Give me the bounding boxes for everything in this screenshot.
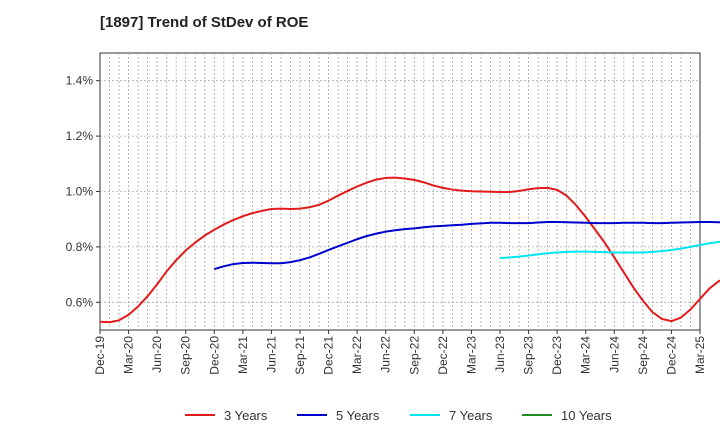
x-tick-label: Dec-21	[322, 336, 336, 375]
x-tick-label: Jun-21	[264, 336, 278, 373]
series-line-7-years	[499, 240, 720, 259]
y-tick-label: 1.2%	[66, 129, 94, 143]
x-tick-label: Mar-22	[350, 336, 364, 374]
x-tick-label: Sep-20	[179, 336, 193, 375]
series-lines	[99, 176, 720, 324]
x-tick-label: Jun-23	[493, 336, 507, 373]
y-tick-label: 0.8%	[66, 240, 94, 254]
legend-label: 3 Years	[224, 408, 268, 423]
series-line-3-years	[99, 176, 720, 324]
x-tick-label: Jun-24	[607, 336, 621, 373]
legend-label: 5 Years	[336, 408, 380, 423]
x-tick-label: Sep-21	[293, 336, 307, 375]
legend-label: 10 Years	[561, 408, 612, 423]
x-tick-label: Dec-22	[436, 336, 450, 375]
x-tick-label: Mar-20	[122, 336, 136, 374]
series-line-5-years	[214, 220, 720, 271]
x-tick-label: Mar-23	[464, 336, 478, 374]
chart-title: [1897] Trend of StDev of ROE	[100, 14, 309, 31]
x-axis-ticks: Dec-19 Mar-20 Jun-20 Sep-20 Dec-20 Mar-21 Jun-…	[93, 330, 707, 375]
x-tick-label: Dec-23	[550, 336, 564, 375]
y-tick-label: 0.6%	[66, 295, 94, 309]
x-tick-label: Dec-19	[93, 336, 107, 375]
grid-lines	[100, 53, 700, 330]
x-tick-label: Sep-22	[407, 336, 421, 375]
y-tick-label: 1.4%	[66, 74, 94, 88]
x-tick-label: Jun-22	[379, 336, 393, 373]
x-tick-label: Jun-20	[150, 336, 164, 373]
legend: 3 Years 5 Years 7 Years 10 Years	[185, 408, 612, 423]
x-tick-label: Sep-24	[636, 336, 650, 375]
x-tick-label: Sep-23	[522, 336, 536, 375]
x-tick-label: Mar-25	[693, 336, 707, 374]
legend-label: 7 Years	[449, 408, 493, 423]
x-tick-label: Mar-24	[579, 336, 593, 374]
x-tick-label: Mar-21	[236, 336, 250, 374]
y-tick-label: 1.0%	[66, 185, 94, 199]
y-axis-ticks: 0.6% 0.8% 1.0% 1.2% 1.4%	[66, 74, 100, 309]
x-tick-label: Dec-24	[664, 336, 678, 375]
x-tick-label: Dec-20	[207, 336, 221, 375]
